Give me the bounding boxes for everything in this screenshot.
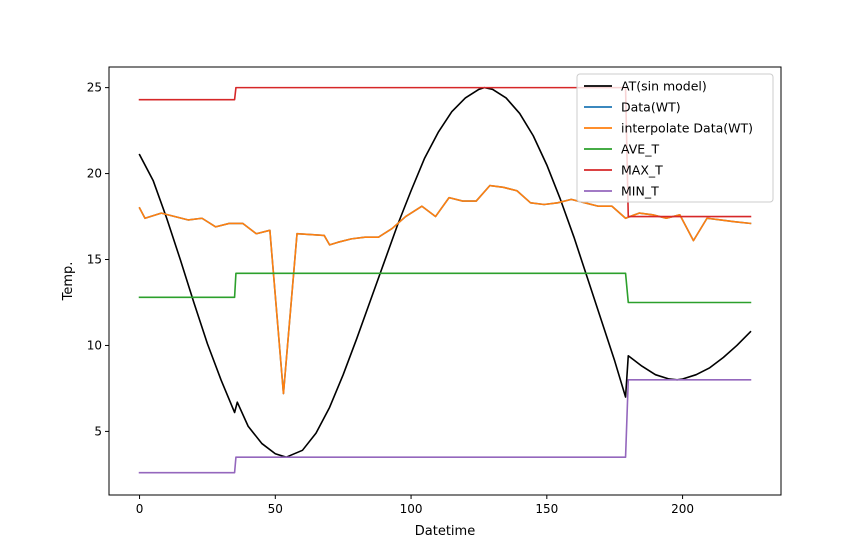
y-tick-label: 10: [87, 338, 102, 352]
y-tick-label: 25: [87, 81, 102, 95]
legend-label: AT(sin model): [621, 79, 707, 94]
legend-item: AT(sin model): [584, 79, 707, 94]
legend-label: Data(WT): [621, 100, 681, 115]
legend-item: Data(WT): [584, 100, 681, 115]
x-tick-label: 0: [136, 502, 144, 516]
y-axis-ticks: 5 10 15 20 25: [87, 81, 109, 438]
legend-label: MAX_T: [621, 163, 663, 178]
x-tick-label: 150: [535, 502, 558, 516]
legend-item: MAX_T: [584, 163, 663, 178]
legend-item: interpolate Data(WT): [584, 121, 753, 136]
x-tick-label: 200: [671, 502, 694, 516]
legend-entries: AT(sin model) Data(WT) interpolate Data(WT…: [584, 79, 753, 199]
series-line-5: [138, 379, 752, 474]
plot-frame: [108, 66, 782, 496]
y-tick-label: 20: [87, 167, 102, 181]
series-lines: [138, 86, 752, 474]
legend-label: AVE_T: [621, 142, 659, 157]
series-line-4: [138, 86, 752, 218]
legend-box: [576, 73, 774, 203]
y-tick-label: 5: [94, 424, 102, 438]
x-tick-label: 50: [268, 502, 283, 516]
y-axis-label: Temp.: [61, 262, 76, 302]
legend: AT(sin model) Data(WT) interpolate Data(WT…: [576, 73, 774, 203]
legend-item: AVE_T: [584, 142, 659, 157]
legend-label: interpolate Data(WT): [621, 121, 753, 136]
series-line-2: [138, 184, 752, 395]
series-line-0: [138, 86, 752, 458]
series-line-3: [138, 272, 752, 304]
x-axis-label: Datetime: [415, 524, 475, 539]
legend-label: MIN_T: [621, 184, 659, 199]
x-axis-ticks: 0 50 100 150 200: [136, 495, 694, 516]
legend-item: MIN_T: [584, 184, 659, 199]
y-tick-label: 15: [87, 253, 102, 267]
x-tick-label: 100: [400, 502, 423, 516]
